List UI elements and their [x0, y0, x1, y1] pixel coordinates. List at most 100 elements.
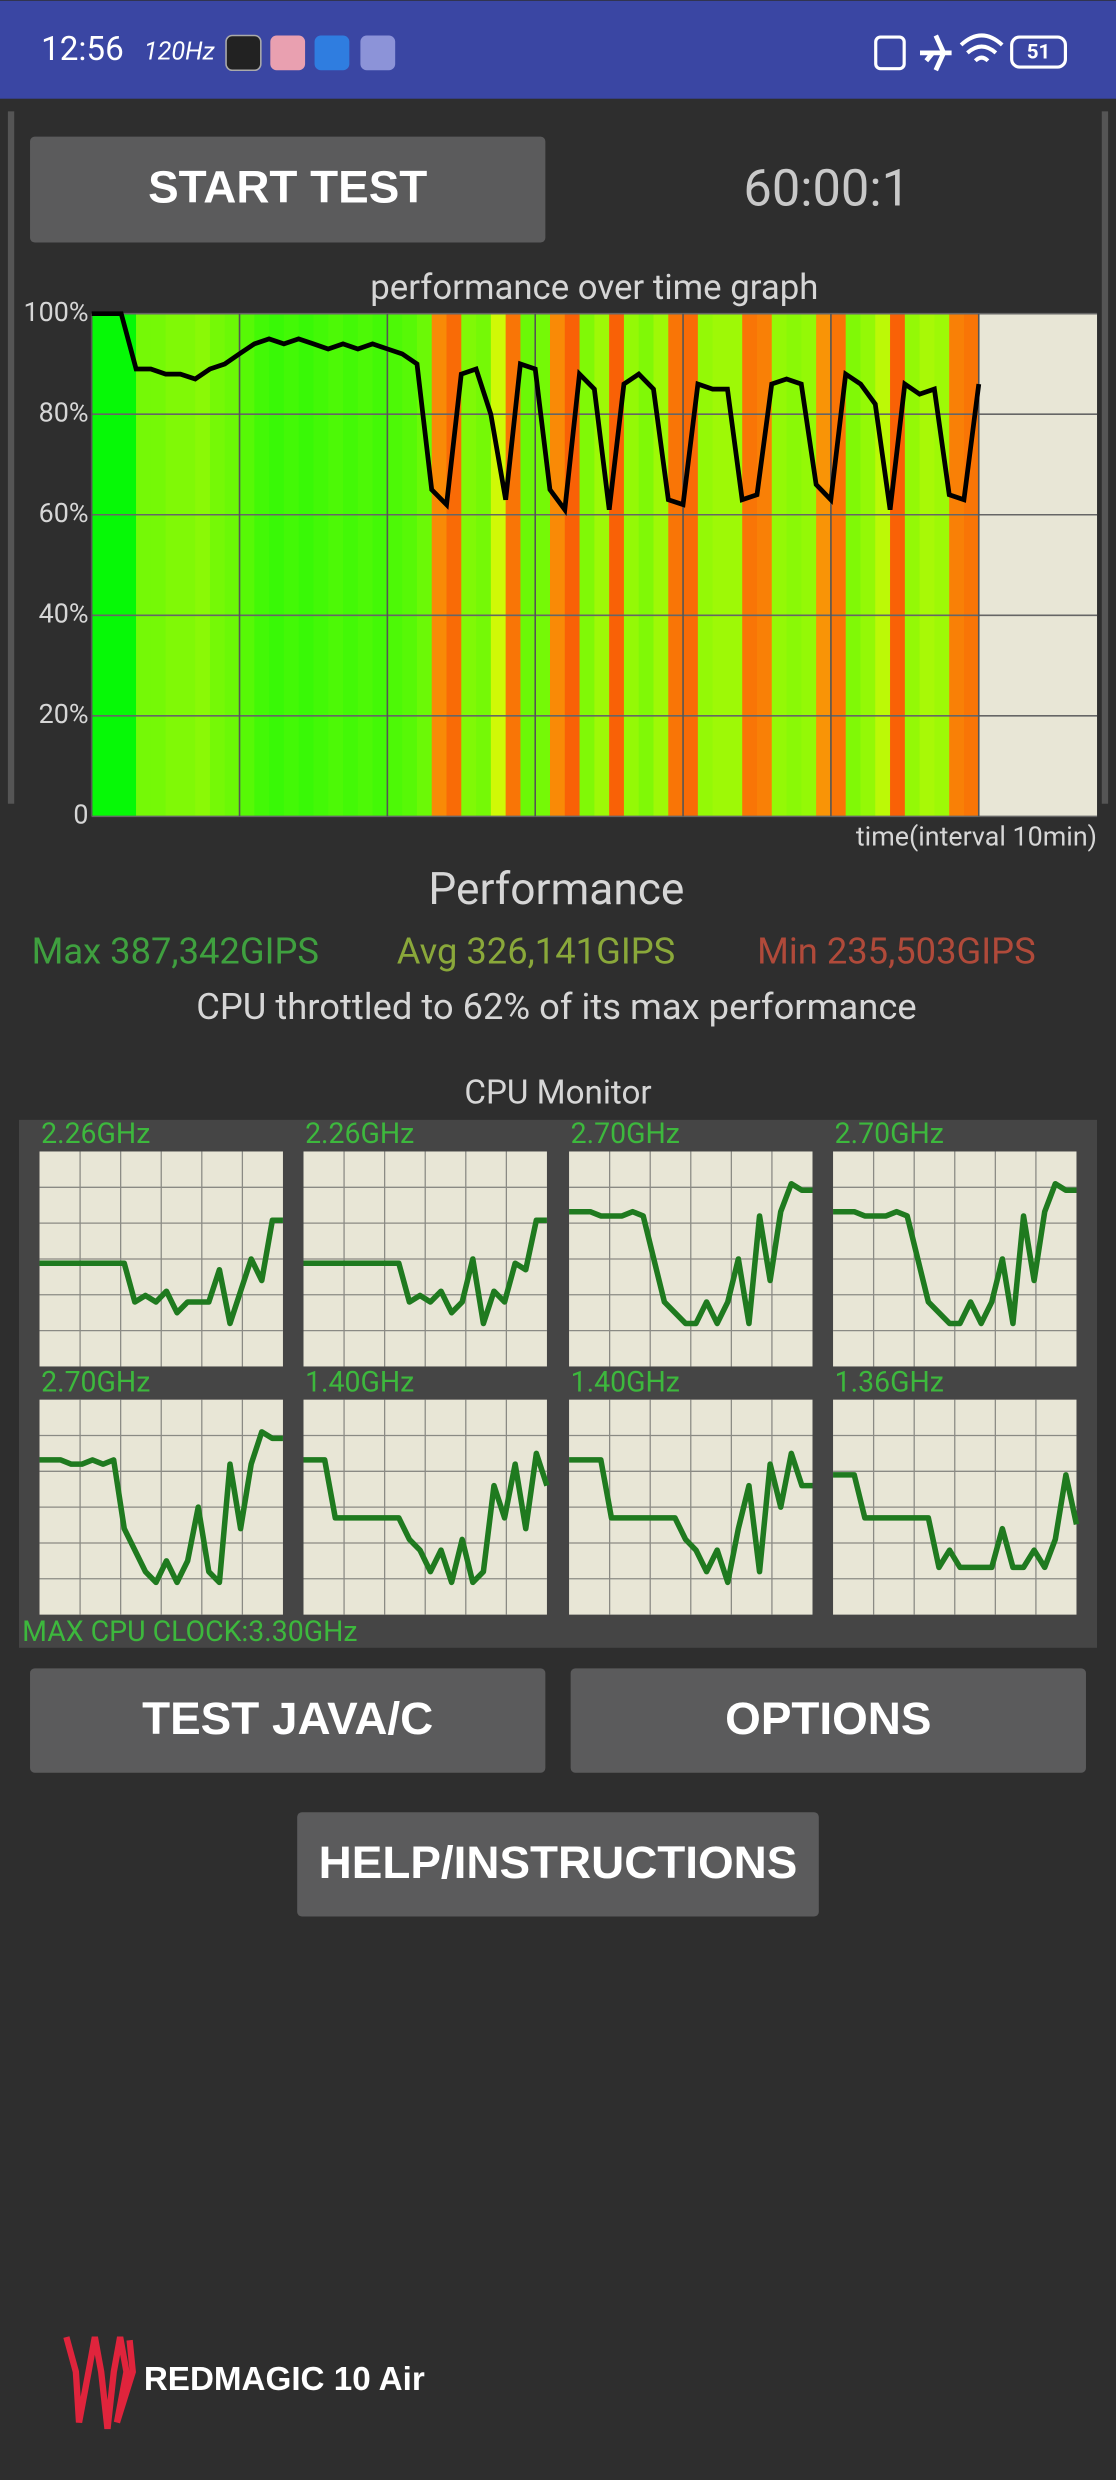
- heat-column: [653, 313, 669, 817]
- heat-column: [579, 313, 595, 817]
- heat-column: [165, 313, 181, 817]
- heat-column: [963, 313, 980, 817]
- cpu-frequency-line: [39, 1217, 283, 1327]
- heat-column: [239, 313, 255, 817]
- heat-column: [209, 313, 226, 817]
- performance-line: [91, 311, 982, 516]
- start-test-button[interactable]: START TEST: [30, 136, 546, 243]
- cpu-frequency-line: [303, 1217, 547, 1327]
- heat-column: [609, 313, 625, 817]
- heat-column: [446, 313, 462, 817]
- heat-column: [269, 313, 285, 817]
- throttle-note: CPU throttled to 62% of its max performa…: [196, 985, 916, 1028]
- cpu-frequency-label: 2.26GHz: [305, 1117, 414, 1150]
- y-tick-label: 20%: [39, 698, 89, 730]
- app-icon: [270, 35, 306, 71]
- heat-column: [550, 313, 566, 817]
- heat-column: [283, 313, 300, 817]
- brand-logo: [63, 2336, 136, 2430]
- button-background: [297, 1812, 819, 1917]
- button-background: [30, 136, 546, 243]
- heat-column: [786, 313, 802, 817]
- x-axis-label: time(interval 10min): [856, 821, 1097, 853]
- battery-icon: [1010, 35, 1067, 69]
- heat-column: [904, 313, 921, 817]
- app-icon: [314, 35, 350, 71]
- heat-column: [668, 313, 684, 817]
- heat-column: [860, 313, 876, 817]
- button-background: [570, 1668, 1086, 1773]
- scrollbar: [7, 111, 15, 804]
- help-button[interactable]: HELP/INSTRUCTIONS: [297, 1812, 819, 1917]
- heat-column: [564, 313, 581, 817]
- heat-column: [830, 313, 847, 817]
- cpu-frequency-label: 1.40GHz: [571, 1365, 680, 1398]
- button-background: [30, 1668, 546, 1773]
- cpu-frequency-label: 1.40GHz: [305, 1365, 414, 1398]
- heat-column: [343, 313, 359, 817]
- test-java-c-button[interactable]: TEST JAVA/C: [30, 1668, 546, 1773]
- heat-column: [416, 313, 433, 817]
- heat-column: [106, 313, 122, 817]
- heat-column: [875, 313, 891, 817]
- y-tick-label: 0: [73, 798, 88, 830]
- heat-column: [461, 313, 477, 817]
- y-tick-label: 60%: [39, 497, 89, 529]
- max-performance: Max 387,342GIPS: [32, 929, 319, 972]
- chart-title: performance over time graph: [370, 268, 818, 308]
- heat-column: [372, 313, 388, 817]
- button-label: TEST JAVA/C: [142, 1693, 433, 1744]
- cpu-frequency-label: 1.36GHz: [835, 1365, 944, 1398]
- y-tick-label: 40%: [39, 597, 89, 629]
- heat-column: [845, 313, 861, 817]
- cpu-monitor-title: CPU Monitor: [464, 1073, 651, 1112]
- heat-column: [387, 313, 403, 817]
- heat-column: [328, 313, 344, 817]
- heat-column: [771, 313, 788, 817]
- avg-performance: Avg 326,141GIPS: [397, 929, 675, 972]
- cpu-frequency-line: [833, 1472, 1080, 1571]
- heat-column: [756, 313, 773, 817]
- heat-column: [712, 313, 728, 817]
- performance-heading: Performance: [428, 863, 684, 915]
- cpu-frequency-label: 2.26GHz: [41, 1117, 150, 1150]
- button-label: OPTIONS: [725, 1693, 931, 1744]
- heat-column: [919, 313, 935, 817]
- heat-column: [934, 313, 950, 817]
- heat-column: [697, 313, 714, 817]
- app-icon: [360, 35, 396, 71]
- refresh-rate: 120Hz: [144, 38, 216, 67]
- heat-column: [313, 313, 329, 817]
- cpu-frequency-line: [303, 1450, 550, 1586]
- status-bar: [0, 0, 1116, 99]
- scrollbar: [1101, 111, 1109, 804]
- heat-column: [195, 313, 211, 817]
- heat-column: [490, 313, 507, 817]
- cpu-frequency-label: 2.70GHz: [41, 1365, 150, 1398]
- heat-column: [638, 313, 654, 817]
- heat-column: [357, 313, 374, 817]
- timer: 60:00:1: [743, 159, 910, 218]
- battery-level: 51: [1027, 40, 1051, 64]
- cpu-frequency-line: [39, 1429, 283, 1586]
- heat-column: [801, 313, 817, 817]
- heat-column: [727, 313, 743, 817]
- heat-column: [150, 313, 167, 817]
- airplane-icon: [919, 34, 952, 72]
- cpu-frequency-line: [569, 1450, 813, 1586]
- options-button[interactable]: OPTIONS: [570, 1668, 1086, 1773]
- heat-column: [121, 313, 137, 817]
- min-performance: Min 235,503GIPS: [757, 929, 1036, 972]
- wifi-icon: [959, 33, 1004, 63]
- cpu-frequency-line: [569, 1180, 813, 1327]
- heat-column: [742, 313, 758, 817]
- heat-column: [254, 313, 270, 817]
- cpu-frequency-label: 2.70GHz: [835, 1117, 944, 1150]
- heat-column: [505, 313, 521, 817]
- cpu-frequency-line: [833, 1180, 1077, 1327]
- app-icon: [225, 34, 262, 72]
- brand-name: REDMAGIC 10 Air: [144, 2361, 425, 2398]
- heat-column: [180, 313, 196, 817]
